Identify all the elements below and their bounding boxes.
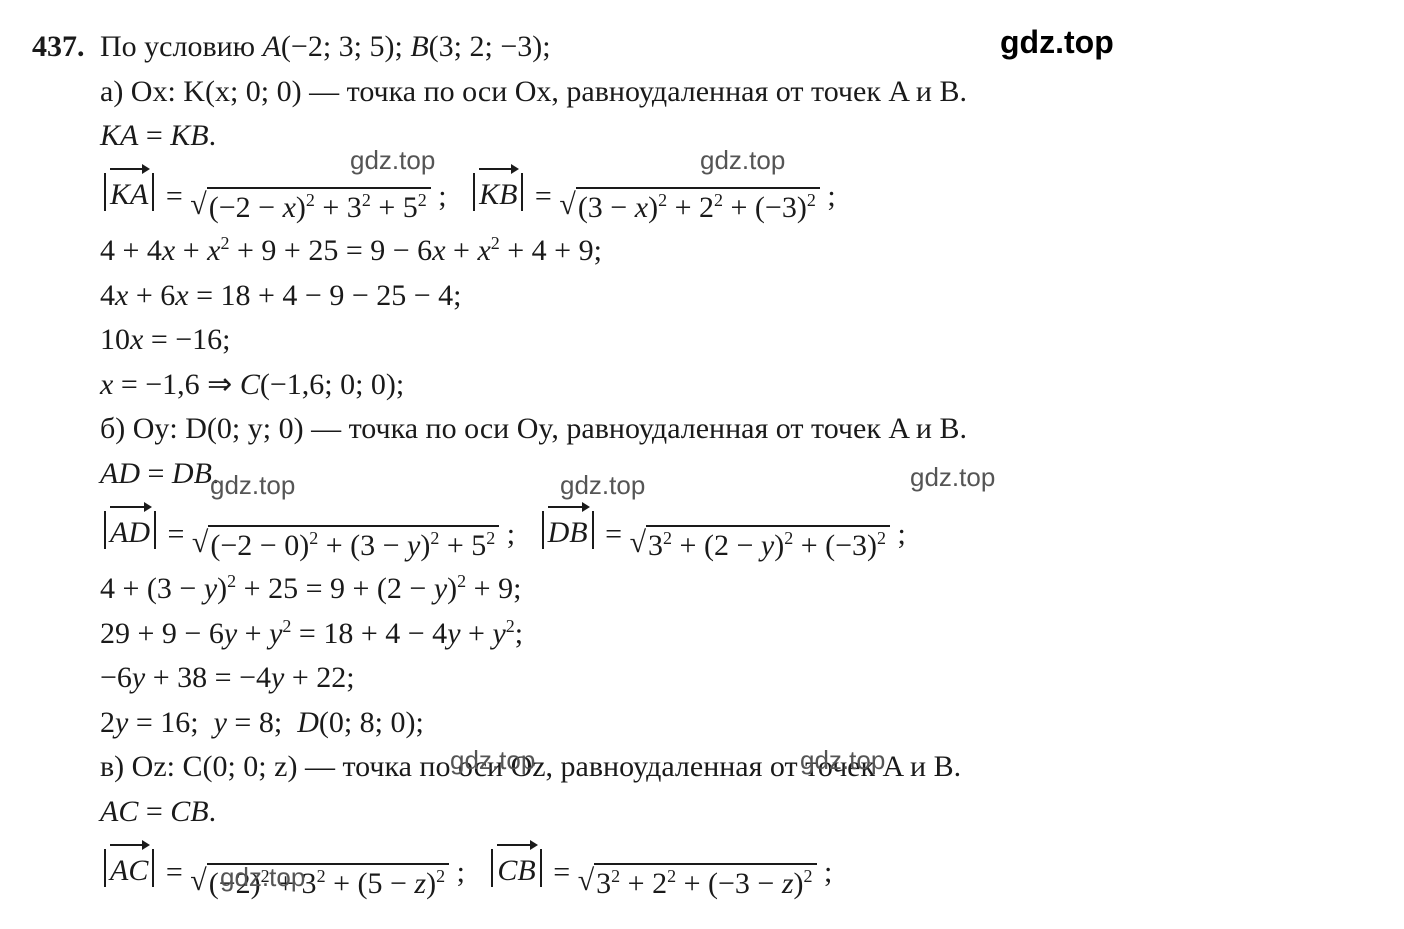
ad-magnitude: AD [100, 506, 160, 555]
cb-vec-label: CB [497, 854, 535, 887]
line-5: 4x + 6x = 18 + 4 − 9 − 25 − 4; [32, 275, 1372, 318]
ac-sqrt: √ (−2)2 + 32 + (5 − z)2 [190, 863, 449, 900]
ka-sqrt: √ (−2 − x)2 + 32 + 52 [190, 187, 430, 224]
line-11: 29 + 9 − 6y + y2 = 18 + 4 − 4y + y2; [32, 613, 1372, 656]
db-magnitude: DB [538, 506, 598, 555]
line-1: 437. По условию A(−2; 3; 5); B(3; 2; −3)… [32, 26, 1372, 69]
line-6: 10x = −16; [32, 319, 1372, 362]
line-14a: в) Oz: C(0; 0; z) — точка по оси Oz, рав… [32, 746, 1372, 789]
line-7: x = −1,6 ⇒ C(−1,6; 0; 0); [32, 364, 1372, 407]
line-9: AD = √ (−2 − 0)2 + (3 − y)2 + 52 ; DB = … [32, 506, 1372, 562]
kb-vec-label: KB [479, 178, 517, 211]
ac-vec-label: AC [110, 854, 148, 887]
kb-sqrt: √ (3 − x)2 + 22 + (−3)2 [559, 187, 819, 224]
page-content: 437. По условию A(−2; 3; 5); B(3; 2; −3)… [0, 0, 1404, 926]
kb-magnitude: KB [469, 168, 527, 217]
ac-magnitude: AC [100, 844, 158, 893]
line-15: AC = √ (−2)2 + 32 + (5 − z)2 ; CB = √ 32… [32, 844, 1372, 900]
line-2b: KA = KB. [32, 115, 1372, 158]
ad-vec-label: AD [110, 516, 150, 549]
line-10: 4 + (3 − y)2 + 25 = 9 + (2 − y)2 + 9; [32, 568, 1372, 611]
ad-sqrt: √ (−2 − 0)2 + (3 − y)2 + 52 [192, 525, 499, 562]
line-4: 4 + 4x + x2 + 9 + 25 = 9 − 6x + x2 + 4 +… [32, 230, 1372, 273]
db-sqrt: √ 32 + (2 − y)2 + (−3)2 [630, 525, 890, 562]
problem-number: 437. [32, 26, 100, 69]
line-1-text: По условию A(−2; 3; 5); B(3; 2; −3); [100, 26, 551, 69]
line-13: 2y = 16; y = 8; D(0; 8; 0); [32, 702, 1372, 745]
ka-vec-label: KA [110, 178, 148, 211]
cb-magnitude: CB [487, 844, 545, 893]
cb-sqrt: √ 32 + 22 + (−3 − z)2 [578, 863, 817, 900]
line-8b: AD = DB. [32, 453, 1372, 496]
line-8a: б) Oy: D(0; y; 0) — точка по оси Oy, рав… [32, 408, 1372, 451]
ka-magnitude: KA [100, 168, 158, 217]
line-3: KA = √ (−2 − x)2 + 32 + 52 ; KB = √ (3 −… [32, 168, 1372, 224]
line-14b: AC = CB. [32, 791, 1372, 834]
line-12: −6y + 38 = −4y + 22; [32, 657, 1372, 700]
line-2a: а) Ox: K(x; 0; 0) — точка по оси Ox, рав… [32, 71, 1372, 114]
db-vec-label: DB [548, 516, 588, 549]
